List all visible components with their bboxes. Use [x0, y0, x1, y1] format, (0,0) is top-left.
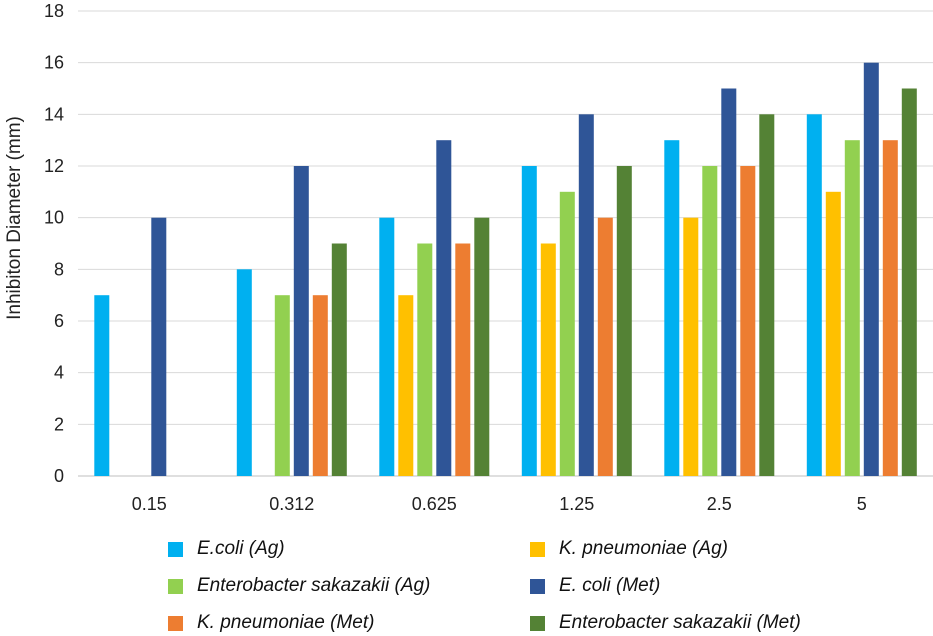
bar [863, 62, 879, 476]
x-tick-label: 5 [857, 494, 867, 514]
bar [455, 243, 471, 476]
bar [293, 166, 309, 476]
legend-label: Enterobacter sakazakii (Met) [559, 612, 801, 633]
bar [664, 140, 680, 476]
bar [331, 243, 347, 476]
x-tick-label: 0.625 [412, 494, 457, 514]
legend-item: K. pneumoniae (Ag) [530, 536, 892, 562]
legend-label: E. coli (Met) [559, 575, 661, 596]
y-tick-label: 4 [54, 363, 64, 383]
y-tick-label: 6 [54, 311, 64, 331]
bar [702, 166, 718, 476]
bar [94, 295, 110, 476]
x-tick-label: 0.15 [132, 494, 167, 514]
y-tick-label: 2 [54, 414, 64, 434]
legend-swatch [168, 578, 183, 594]
y-tick-label: 0 [54, 466, 64, 486]
bar [578, 114, 594, 477]
x-tick-labels: 0.15 0.312 0.625 1.25 2.5 5 [132, 494, 867, 514]
bar [597, 217, 613, 476]
bar [274, 295, 290, 476]
bar [844, 140, 860, 476]
bar [616, 166, 632, 476]
bar [806, 114, 822, 477]
legend-item: E.coli (Ag) [168, 536, 530, 562]
x-tick-label: 2.5 [707, 494, 732, 514]
y-tick-label: 14 [44, 104, 64, 124]
y-tick-label: 12 [44, 156, 64, 176]
bar [436, 140, 452, 476]
bar [721, 88, 737, 476]
legend-swatch [168, 541, 183, 557]
y-tick-label: 10 [44, 208, 64, 228]
legend: E.coli (Ag) K. pneumoniae (Ag) Enterobacte… [168, 536, 908, 636]
bar [312, 295, 328, 476]
legend-label: Enterobacter sakazakii (Ag) [197, 575, 431, 596]
y-axis-label: Inhibiton Diameter (mm) [4, 116, 25, 320]
bar [521, 166, 537, 476]
y-tick-label: 18 [44, 1, 64, 21]
x-tick-label: 0.312 [269, 494, 314, 514]
bar [236, 269, 252, 476]
bar [474, 217, 490, 476]
bar [740, 166, 756, 476]
legend-swatch [530, 541, 545, 557]
bar [825, 191, 841, 477]
legend-item: E. coli (Met) [530, 573, 892, 599]
y-tick-labels: 0 2 4 6 8 10 12 14 16 18 [44, 1, 64, 486]
gridlines [78, 10, 933, 477]
legend-item: Enterobacter sakazakii (Ag) [168, 573, 530, 599]
bar [379, 217, 395, 476]
legend-label: K. pneumoniae (Ag) [559, 538, 728, 559]
legend-item: K. pneumoniae (Met) [168, 610, 530, 636]
y-tick-label: 16 [44, 53, 64, 73]
bar [151, 217, 167, 476]
bar [901, 88, 917, 476]
legend-item: Enterobacter sakazakii (Met) [530, 610, 892, 636]
bar [759, 114, 775, 477]
legend-swatch [530, 615, 545, 631]
legend-swatch [530, 578, 545, 594]
bars [94, 62, 917, 477]
bar [398, 295, 414, 476]
x-tick-label: 1.25 [559, 494, 594, 514]
legend-label: E.coli (Ag) [197, 538, 285, 559]
chart: 0 2 4 6 8 10 12 14 16 18 0.15 0.312 0.625 1.25 2.5 5 I… [4, 1, 933, 514]
bar [417, 243, 433, 476]
y-tick-label: 8 [54, 259, 64, 279]
bar [683, 217, 699, 476]
legend-label: K. pneumoniae (Met) [197, 612, 375, 633]
legend-swatch [168, 615, 183, 631]
bar [540, 243, 556, 476]
bar [559, 191, 575, 477]
bar [882, 140, 898, 476]
